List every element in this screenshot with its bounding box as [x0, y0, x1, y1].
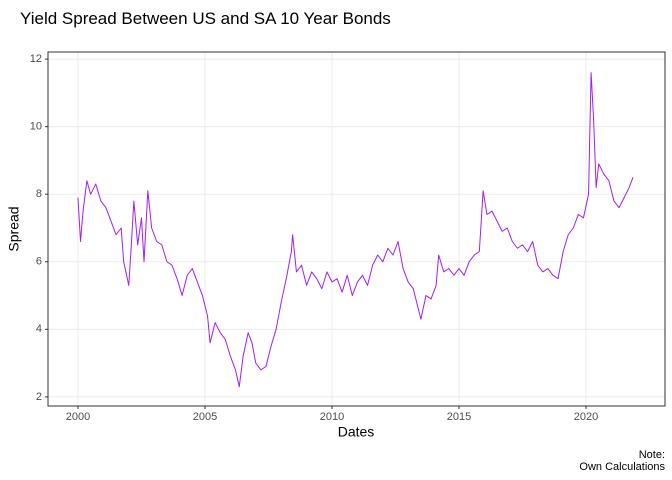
y-tick-label: 6 — [36, 256, 42, 268]
y-tick-label: 2 — [36, 391, 42, 403]
data-line — [77, 72, 634, 388]
x-tick-label: 2020 — [574, 411, 598, 423]
caption: Own Calculations — [579, 461, 665, 473]
y-tick-label: 4 — [36, 323, 42, 335]
chart-title: Yield Spread Between US and SA 10 Year B… — [20, 9, 391, 28]
caption: Note: — [639, 449, 665, 461]
y-tick-label: 8 — [36, 188, 42, 200]
x-axis-title: Dates — [338, 424, 375, 440]
x-tick-label: 2005 — [193, 411, 217, 423]
y-tick-label: 12 — [30, 53, 42, 65]
y-tick-label: 10 — [30, 121, 42, 133]
plot-border — [47, 51, 666, 407]
x-tick-label: 2010 — [320, 411, 344, 423]
x-tick-label: 2015 — [447, 411, 471, 423]
x-tick-label: 2000 — [66, 411, 90, 423]
y-axis-title: Spread — [6, 206, 22, 251]
